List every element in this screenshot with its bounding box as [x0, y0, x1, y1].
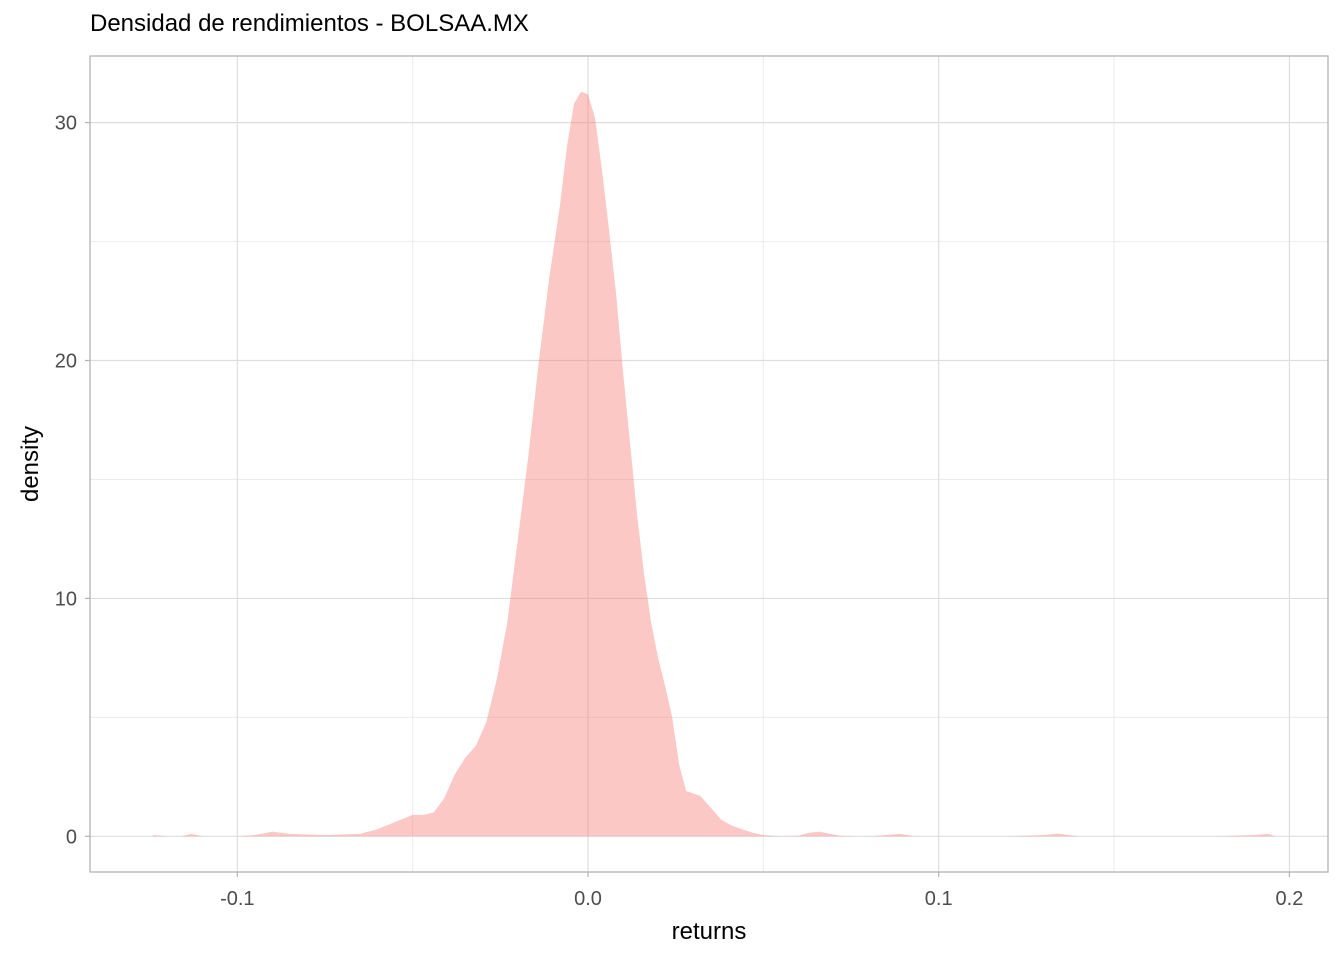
x-tick-label: -0.1: [220, 888, 254, 910]
minor-gridlines: [90, 56, 1328, 872]
y-axis-title: density: [17, 426, 44, 502]
y-axis-ticks: 0 10 20 30: [55, 113, 90, 849]
panel-border: [90, 56, 1328, 872]
y-tick-label: 0: [66, 826, 77, 848]
x-tick-label: 0.0: [574, 888, 602, 910]
x-tick-label: 0.2: [1276, 888, 1304, 910]
density-area-layer: [153, 92, 1289, 837]
y-tick-label: 10: [55, 588, 77, 610]
x-axis-ticks: -0.1 0.0 0.1 0.2: [220, 872, 1303, 910]
y-tick-label: 20: [55, 351, 77, 373]
major-gridlines: [90, 56, 1328, 872]
y-tick-label: 30: [55, 113, 77, 135]
x-axis-title: returns: [672, 918, 747, 945]
x-tick-label: 0.1: [925, 888, 953, 910]
density-area: [153, 92, 1289, 837]
